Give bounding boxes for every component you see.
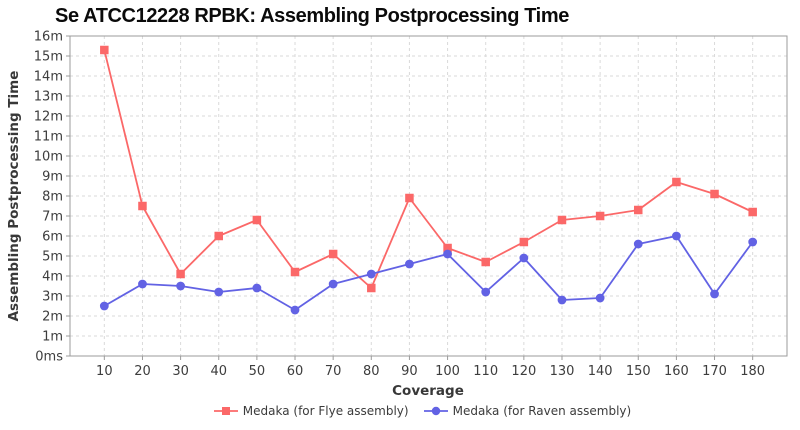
data-point-circle [710, 289, 719, 299]
data-point-square [100, 45, 109, 55]
y-tick-label: 3m [42, 290, 63, 305]
data-point-square [252, 215, 262, 225]
legend-item: Medaka (for Flye assembly) [213, 404, 409, 418]
y-tick-label: 14m [34, 70, 63, 85]
data-point-circle [99, 301, 109, 311]
data-point-circle [557, 295, 567, 305]
y-tick-label: 1m [42, 330, 63, 345]
series-line [103, 235, 754, 311]
y-tick-label: 12m [34, 110, 63, 125]
x-axis-title: Coverage [392, 383, 464, 399]
x-tick-label: 100 [435, 364, 460, 379]
data-point-circle [366, 269, 376, 279]
data-point-circle [290, 305, 300, 315]
data-point-square [214, 231, 223, 241]
data-point-square [405, 193, 414, 203]
y-tick-label: 15m [34, 50, 63, 65]
y-tick-label: 6m [42, 230, 63, 245]
x-tick-label: 140 [588, 364, 613, 379]
legend-circle-marker-icon [423, 406, 448, 416]
data-point-circle [481, 287, 491, 297]
data-point-square [481, 257, 490, 267]
x-tick-label: 130 [550, 364, 575, 379]
x-tick-label: 80 [363, 364, 380, 379]
y-tick-label: 0ms [35, 350, 63, 365]
legend-square-marker-icon [213, 407, 238, 415]
data-point-square [748, 207, 757, 217]
x-tick-label: 60 [287, 364, 304, 379]
legend-item: Medaka (for Raven assembly) [423, 404, 632, 418]
x-tick-label: 20 [134, 364, 151, 379]
x-tick-label: 50 [249, 364, 266, 379]
y-tick-label: 2m [42, 310, 63, 325]
x-tick-label: 90 [401, 364, 418, 379]
data-point-square [710, 189, 719, 199]
data-point-circle [595, 293, 605, 303]
data-point-circle [176, 281, 186, 291]
y-tick-label: 13m [34, 90, 63, 105]
data-point-square [138, 201, 147, 211]
legend-item-label: Medaka (for Raven assembly) [452, 404, 632, 418]
data-point-circle [138, 279, 147, 289]
data-point-circle [443, 249, 452, 259]
data-point-circle [328, 279, 338, 289]
y-tick-label: 16m [34, 30, 63, 45]
series-line [103, 49, 754, 289]
x-tick-label: 110 [473, 364, 498, 379]
data-point-circle [519, 253, 529, 263]
x-tick-label: 30 [172, 364, 189, 379]
y-tick-label: 5m [42, 250, 63, 265]
data-point-square [367, 283, 376, 293]
y-tick-label: 11m [34, 130, 63, 145]
data-point-circle [748, 237, 758, 247]
data-point-circle [252, 283, 262, 293]
data-point-square [519, 237, 529, 247]
legend: Medaka (for Flye assembly) Medaka (for Ra… [44, 404, 800, 418]
data-point-circle [214, 287, 224, 297]
plot-border [69, 35, 788, 357]
data-point-circle [405, 259, 414, 269]
legend-item-label: Medaka (for Flye assembly) [242, 404, 409, 418]
x-tick-label: 180 [740, 364, 765, 379]
x-tick-label: 150 [626, 364, 651, 379]
y-tick-label: 8m [42, 190, 63, 205]
data-point-square [634, 205, 643, 215]
data-point-square [443, 243, 452, 253]
x-tick-label: 120 [511, 364, 536, 379]
x-tick-label: 40 [210, 364, 227, 379]
x-tick-label: 170 [702, 364, 727, 379]
x-tick-label: 10 [96, 364, 113, 379]
data-point-square [290, 267, 300, 277]
x-tick-label: 160 [664, 364, 689, 379]
y-tick-label: 10m [34, 150, 63, 165]
data-point-circle [633, 239, 643, 249]
data-point-square [672, 177, 681, 187]
data-point-square [557, 215, 567, 225]
x-tick-label: 70 [325, 364, 342, 379]
data-point-square [328, 249, 338, 259]
data-point-square [176, 269, 185, 279]
chart-title: Se ATCC12228 RPBK: Assembling Postproces… [55, 5, 569, 27]
y-tick-label: 4m [42, 270, 63, 285]
y-tick-label: 9m [42, 170, 63, 185]
data-point-square [595, 211, 605, 221]
data-point-circle [671, 231, 681, 241]
y-tick-label: 7m [42, 210, 63, 225]
